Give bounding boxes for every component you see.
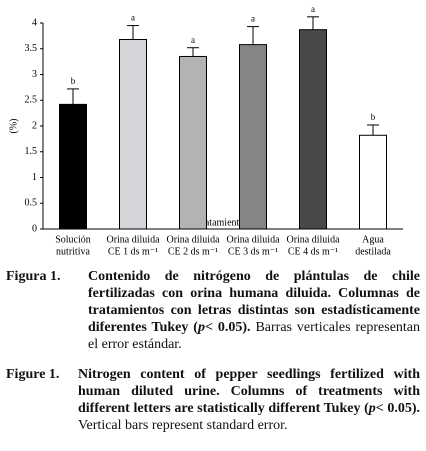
x-tick-label: Orina diluida [106,234,160,245]
bar [239,44,267,230]
y-tick-label: 1.5 [25,146,38,157]
y-tick-label: 0.5 [25,198,38,209]
y-tick-label: 0 [32,223,37,234]
caption-bold: Contenido de nitrógeno de plántulas de c… [88,269,420,335]
y-tick-label: 2 [32,120,37,131]
significance-letter: a [131,13,135,23]
x-tick-label: Orina diluida [286,234,340,245]
y-tick-label: 2.5 [25,95,38,106]
caption-es: Figura 1. Contenido de nitrógeno de plán… [6,268,420,353]
x-tick-label: CE 1 ds m⁻¹ [108,246,158,257]
caption-text: Nitrogen content of pepper seedlings fer… [78,366,420,434]
y-axis-label: (%) [8,119,19,134]
caption-regular: Vertical bars represent standard error. [78,418,288,433]
caption-label: Figure 1. [6,367,60,382]
bar [359,134,387,230]
bar [299,29,327,230]
caption-italic: p [197,320,205,335]
significance-letter: a [251,14,255,24]
x-tick-label: destilada [355,246,391,257]
caption-en: Figure 1. Nitrogen content of pepper see… [6,366,420,434]
caption-italic: p [368,401,376,416]
y-tick-label: 3 [32,69,37,80]
x-tick-label: Agua [362,234,384,245]
y-tick-label: 1 [32,172,37,183]
x-tick-label: Orina diluida [166,234,220,245]
x-tick-label: nutritiva [56,246,90,257]
x-tick-label: Orina diluida [226,234,280,245]
chart: (%) Tratamientos 0 0.5 1 1.5 2 2.5 3 3.5 4 Soluci… [8,4,403,257]
caption-bold: < 0.05). [375,401,421,416]
y-tick-label: 3.5 [25,43,38,54]
caption-text: Contenido de nitrógeno de plántulas de c… [88,268,420,353]
caption-label: Figura 1. [6,269,61,284]
bar [119,38,147,230]
significance-letter: b [371,112,376,122]
x-tick-label: CE 3 ds m⁻¹ [228,246,278,257]
caption-bold: < 0.05). [204,320,251,335]
y-tick-label: 4 [32,17,37,28]
significance-letter: b [71,76,76,86]
bar [59,103,87,230]
x-axis-label: Tratamientos [196,217,249,228]
significance-letter: a [191,35,195,45]
caption-bold: Nitrogen content of pepper seedlings fer… [78,367,420,416]
x-tick-label: CE 4 ds m⁻¹ [288,246,338,257]
caption-regular: Barras verticales representan el error e… [88,320,421,352]
significance-letter: a [311,4,315,14]
x-tick-label: CE 2 ds m⁻¹ [168,246,218,257]
x-tick-label: Solución [55,234,91,245]
bar [179,55,207,230]
